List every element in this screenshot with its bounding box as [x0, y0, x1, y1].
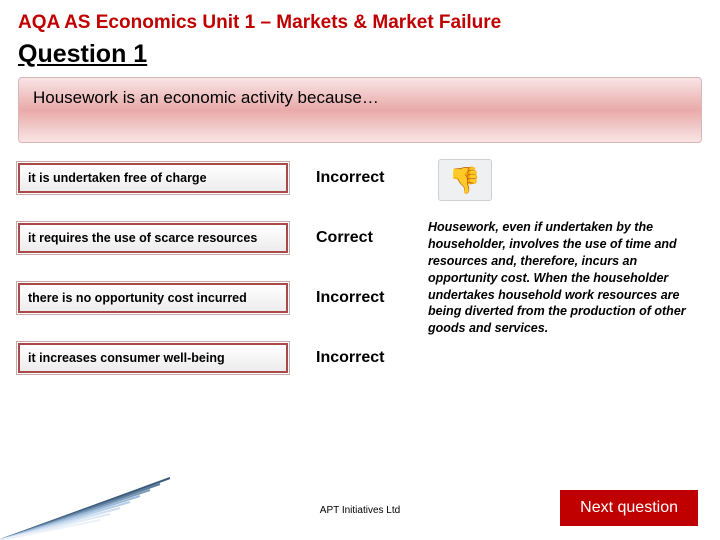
thumbs-down-icon: 👎: [438, 159, 492, 201]
explanation-text: Housework, even if undertaken by the hou…: [428, 219, 696, 337]
answer-row: it increases consumer well-being Incorre…: [18, 343, 702, 373]
answer-option-c[interactable]: there is no opportunity cost incurred: [18, 283, 288, 313]
verdict-label: Correct: [316, 229, 373, 247]
next-question-button[interactable]: Next question: [560, 490, 698, 526]
answer-option-a[interactable]: it is undertaken free of charge: [18, 163, 288, 193]
verdict-label: Incorrect: [316, 349, 384, 367]
question-number: Question 1: [18, 40, 702, 69]
answers-area: 👎 it is undertaken free of charge Incorr…: [18, 163, 702, 373]
thumbs-glyph: 👎: [449, 165, 481, 196]
verdict-label: Incorrect: [316, 289, 384, 307]
verdict-label: Incorrect: [316, 169, 384, 187]
answer-option-d[interactable]: it increases consumer well-being: [18, 343, 288, 373]
answer-option-b[interactable]: it requires the use of scarce resources: [18, 223, 288, 253]
page-title: AQA AS Economics Unit 1 – Markets & Mark…: [18, 12, 702, 34]
answer-row: it is undertaken free of charge Incorrec…: [18, 163, 702, 193]
question-prompt-box: Housework is an economic activity becaus…: [18, 77, 702, 143]
question-text: Housework is an economic activity becaus…: [33, 88, 379, 107]
